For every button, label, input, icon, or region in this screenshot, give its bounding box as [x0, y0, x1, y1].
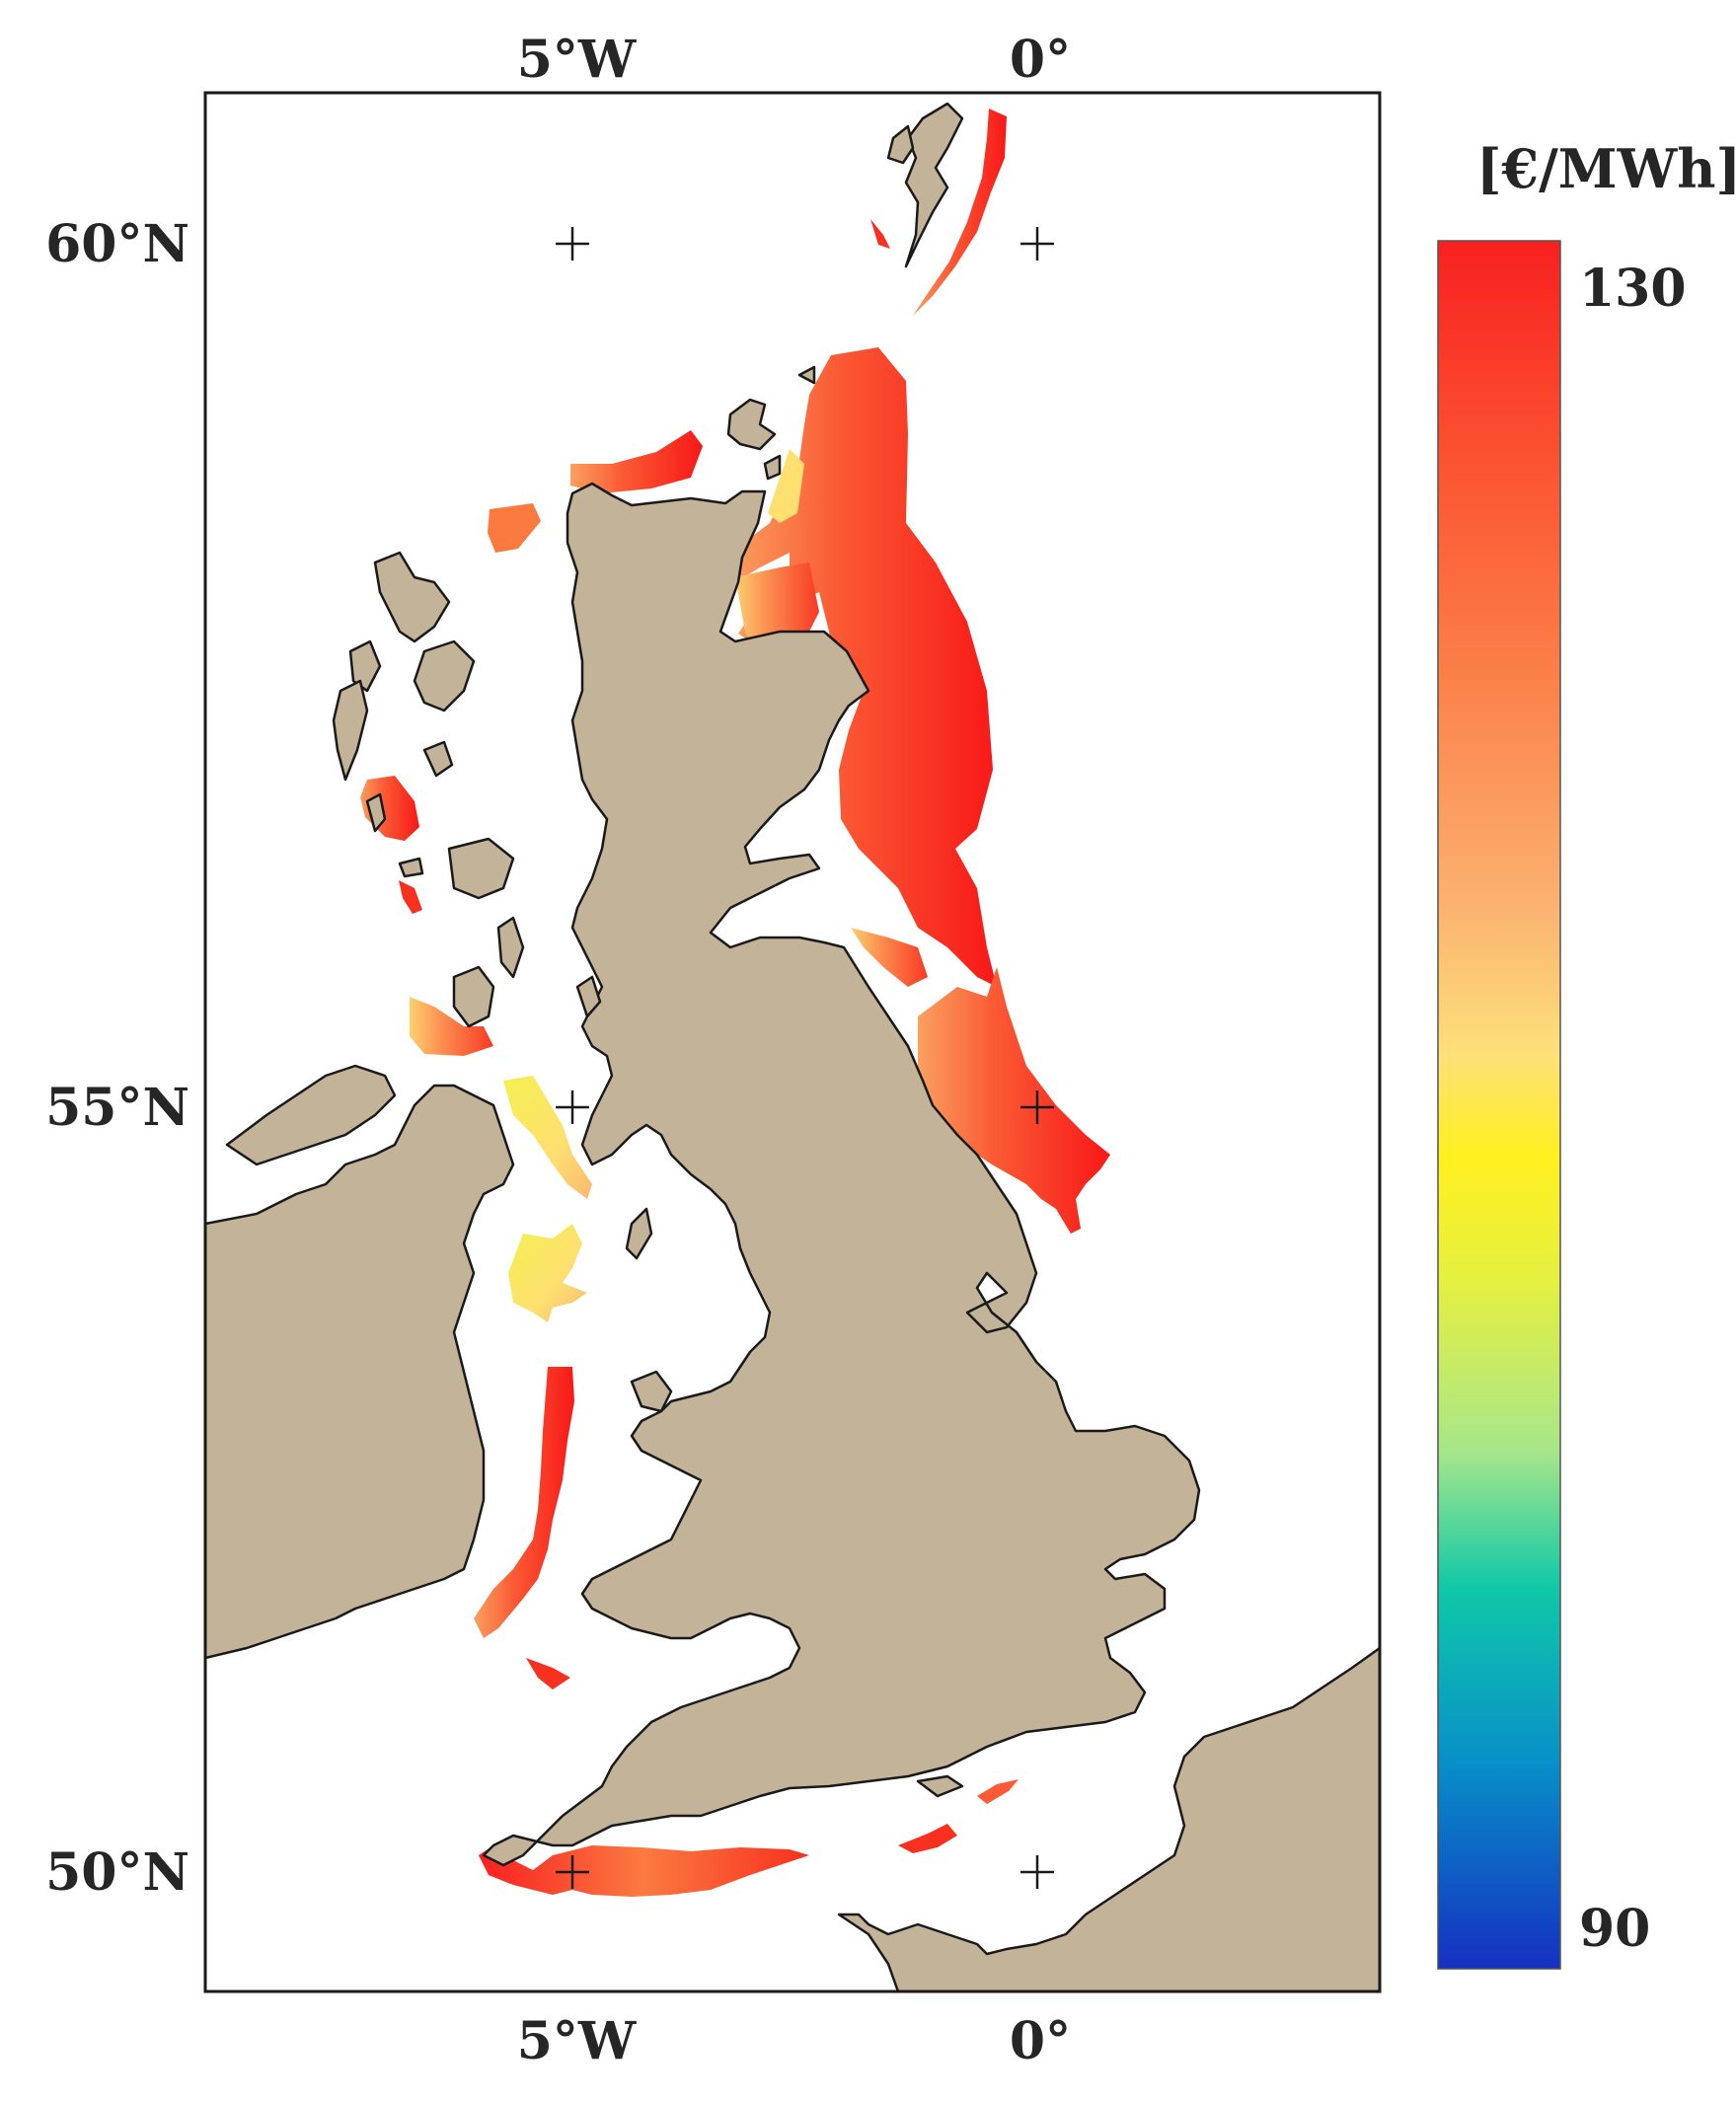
- region-north-coast: [570, 430, 703, 493]
- land-france: [837, 1646, 1380, 1991]
- land-skye: [413, 639, 476, 713]
- colorbar-min-label: 90: [1579, 1899, 1650, 1959]
- region-cape-wrath: [488, 503, 541, 553]
- land-anglesey: [630, 1370, 673, 1413]
- land-harris: [348, 639, 382, 693]
- region-barra: [399, 880, 422, 914]
- land-barra: [365, 792, 387, 833]
- grid-marker-0-60n: [1020, 227, 1054, 261]
- land-arran: [575, 975, 602, 1018]
- land-shetland-west: [886, 124, 915, 165]
- land-isle-of-man: [625, 1207, 653, 1260]
- land-masses: [205, 102, 1380, 1991]
- region-shetland: [913, 109, 1007, 316]
- region-tiree: [410, 997, 493, 1056]
- region-channel-east: [898, 1824, 957, 1853]
- region-channel-west: [479, 1845, 809, 1897]
- region-irish-sea-north: [508, 1224, 587, 1322]
- land-orkney: [726, 398, 777, 451]
- land-isle-of-wight: [916, 1774, 964, 1798]
- land-lewis: [373, 551, 451, 643]
- grid-marker-0-50n: [1020, 1855, 1054, 1889]
- region-celtic-sea: [526, 1658, 570, 1689]
- land-rum: [422, 740, 454, 778]
- colorbar: [€/MWh] 130 90: [1437, 137, 1736, 1970]
- land-mull: [447, 837, 515, 900]
- lon-label-top-0: 0°: [1010, 30, 1071, 90]
- land-donegal: [225, 1064, 397, 1166]
- region-clyde: [503, 1076, 592, 1199]
- land-islay: [452, 965, 495, 1028]
- land-fair-isle: [797, 365, 816, 385]
- region-pentland: [768, 449, 804, 523]
- lat-label-50n: 50°N: [45, 1842, 189, 1903]
- grid-marker-5w-50n: [556, 1855, 589, 1889]
- colorbar-max-label: 130: [1579, 259, 1687, 319]
- region-st-georges-channel: [474, 1367, 574, 1638]
- offshore-regions: [360, 109, 1110, 1897]
- gridline-markers: [556, 227, 1054, 1889]
- colorbar-gradient: [1437, 240, 1561, 1970]
- land-great-britain: [482, 482, 1201, 1867]
- land-shetland: [904, 102, 964, 268]
- grid-marker-5w-60n: [556, 227, 589, 261]
- land-jura: [496, 916, 525, 979]
- lat-label-55n: 55°N: [45, 1078, 189, 1138]
- lon-label-bottom-0: 0°: [1010, 2011, 1071, 2071]
- land-orkney-small: [763, 454, 782, 481]
- grid-marker-5w-55n: [556, 1090, 589, 1124]
- land-tiree: [398, 857, 424, 878]
- map-frame: [203, 91, 1382, 1993]
- colorbar-unit-label: [€/MWh]: [1476, 137, 1736, 200]
- region-channel-east-2: [977, 1779, 1019, 1804]
- land-uist: [332, 679, 369, 782]
- region-ne-england: [918, 967, 1110, 1234]
- region-firth-forth: [851, 928, 928, 987]
- lat-label-60n: 60°N: [45, 214, 189, 274]
- grid-marker-0-55n: [1020, 1090, 1054, 1124]
- land-ireland: [205, 1084, 515, 1660]
- map-panel: [205, 93, 1380, 1991]
- region-shetland-west: [870, 219, 890, 249]
- lon-label-top-5w: 5°W: [517, 30, 638, 90]
- lon-label-bottom-5w: 5°W: [517, 2011, 638, 2071]
